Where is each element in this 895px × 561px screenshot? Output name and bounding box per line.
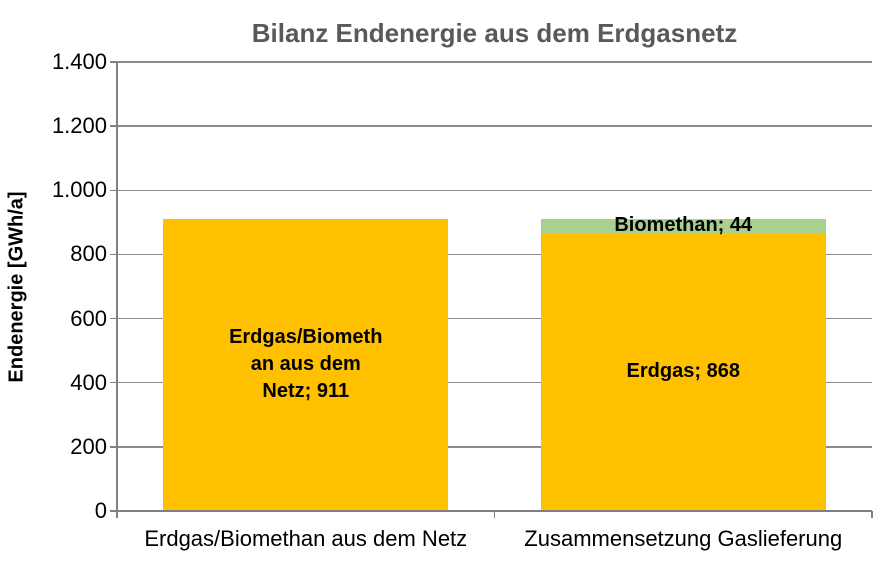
bar-segment-erdgas: Erdgas; 868 (540, 232, 826, 511)
y-tick-mark (110, 125, 117, 127)
data-label: Biomethan; 44 (614, 212, 752, 239)
y-tick-label: 1.000 (51, 177, 107, 203)
chart-title: Bilanz Endenergie aus dem Erdgasnetz (251, 18, 738, 48)
y-tick-mark (110, 189, 117, 192)
data-label-line: Erdgas/Biometh (229, 326, 383, 349)
y-tick-mark (110, 61, 117, 63)
data-label: Erdgas; 868 (627, 358, 740, 385)
gridline (117, 125, 872, 127)
y-tick-label: 200 (70, 433, 107, 459)
category-label: Erdgas/Biomethan aus dem Netz (144, 526, 468, 551)
y-tick-label: 800 (70, 241, 107, 267)
y-tick-label: 400 (70, 369, 107, 395)
data-label-line: an aus dem (250, 353, 361, 376)
x-tick-mark (871, 511, 873, 518)
gridline (117, 61, 872, 63)
x-tick-mark (493, 511, 496, 518)
y-tick-mark (110, 446, 117, 448)
y-tick-label: 1.200 (51, 113, 107, 139)
y-tick-label: 1.400 (51, 49, 107, 74)
gridline (117, 381, 872, 384)
y-axis-line (116, 62, 118, 518)
y-tick-mark (110, 510, 117, 512)
x-tick-mark (116, 511, 118, 518)
y-tick-label: 600 (70, 305, 107, 331)
data-label-line: Netz; 911 (262, 380, 350, 403)
gridline (117, 317, 872, 320)
y-tick-label: 0 (94, 498, 107, 523)
y-tick-mark (110, 317, 117, 320)
y-tick-mark (110, 381, 117, 384)
y-tick-mark (110, 253, 117, 256)
bar-segment-biomethan: Biomethan; 44 (540, 214, 826, 236)
category-label: Zusammensetzung Gaslieferung (524, 526, 843, 551)
data-label-line: Biomethan; 44 (614, 214, 753, 237)
gridline (117, 446, 872, 448)
gridline (117, 253, 872, 256)
data-label-line: Erdgas; 868 (626, 360, 740, 383)
data-label: Erdgas/Biometh an aus dem Netz; 911 (229, 324, 382, 405)
gridline (117, 189, 872, 192)
bar-segment-erdgas-biomethan-aus-dem-netz: Erdgas/Biometh an aus dem Netz; 911 (163, 218, 449, 511)
